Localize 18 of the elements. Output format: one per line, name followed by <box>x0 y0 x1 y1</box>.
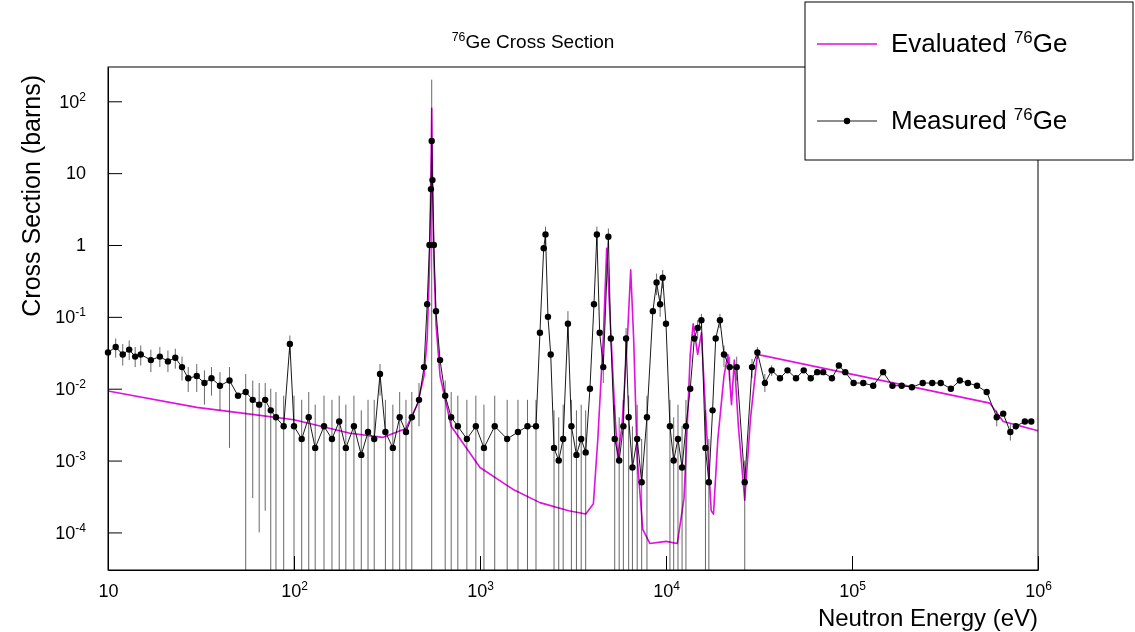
y-tick-label: 10$^{-1}$ <box>55 305 87 328</box>
x-tick-label: 10$^{4}$ <box>653 578 681 601</box>
chart-title: $^{76}$Ge Cross Section <box>451 30 615 52</box>
legend-label: Evaluated $^{76}$Ge <box>891 27 1068 58</box>
y-tick-label: 10 <box>65 163 86 184</box>
y-tick-label: 10$^{-4}$ <box>55 520 87 543</box>
y-axis-title: Cross Section (barns) <box>17 75 45 317</box>
y-tick-label: 1 <box>75 235 86 256</box>
x-tick-label: 10 <box>98 580 119 601</box>
y-tick-label: 10$^{2}$ <box>59 89 87 112</box>
x-tick-label: 10$^{6}$ <box>1025 578 1053 601</box>
x-axis-title: Neutron Energy (eV) <box>817 604 1038 631</box>
x-tick-label: 10$^{3}$ <box>467 578 495 601</box>
y-tick-label: 10$^{-2}$ <box>55 376 87 399</box>
legend-label: Measured $^{76}$Ge <box>891 104 1068 135</box>
x-tick-label: 10$^{5}$ <box>839 578 867 601</box>
x-tick-label: 10$^{2}$ <box>281 578 309 601</box>
y-tick-label: 10$^{-3}$ <box>55 448 87 471</box>
